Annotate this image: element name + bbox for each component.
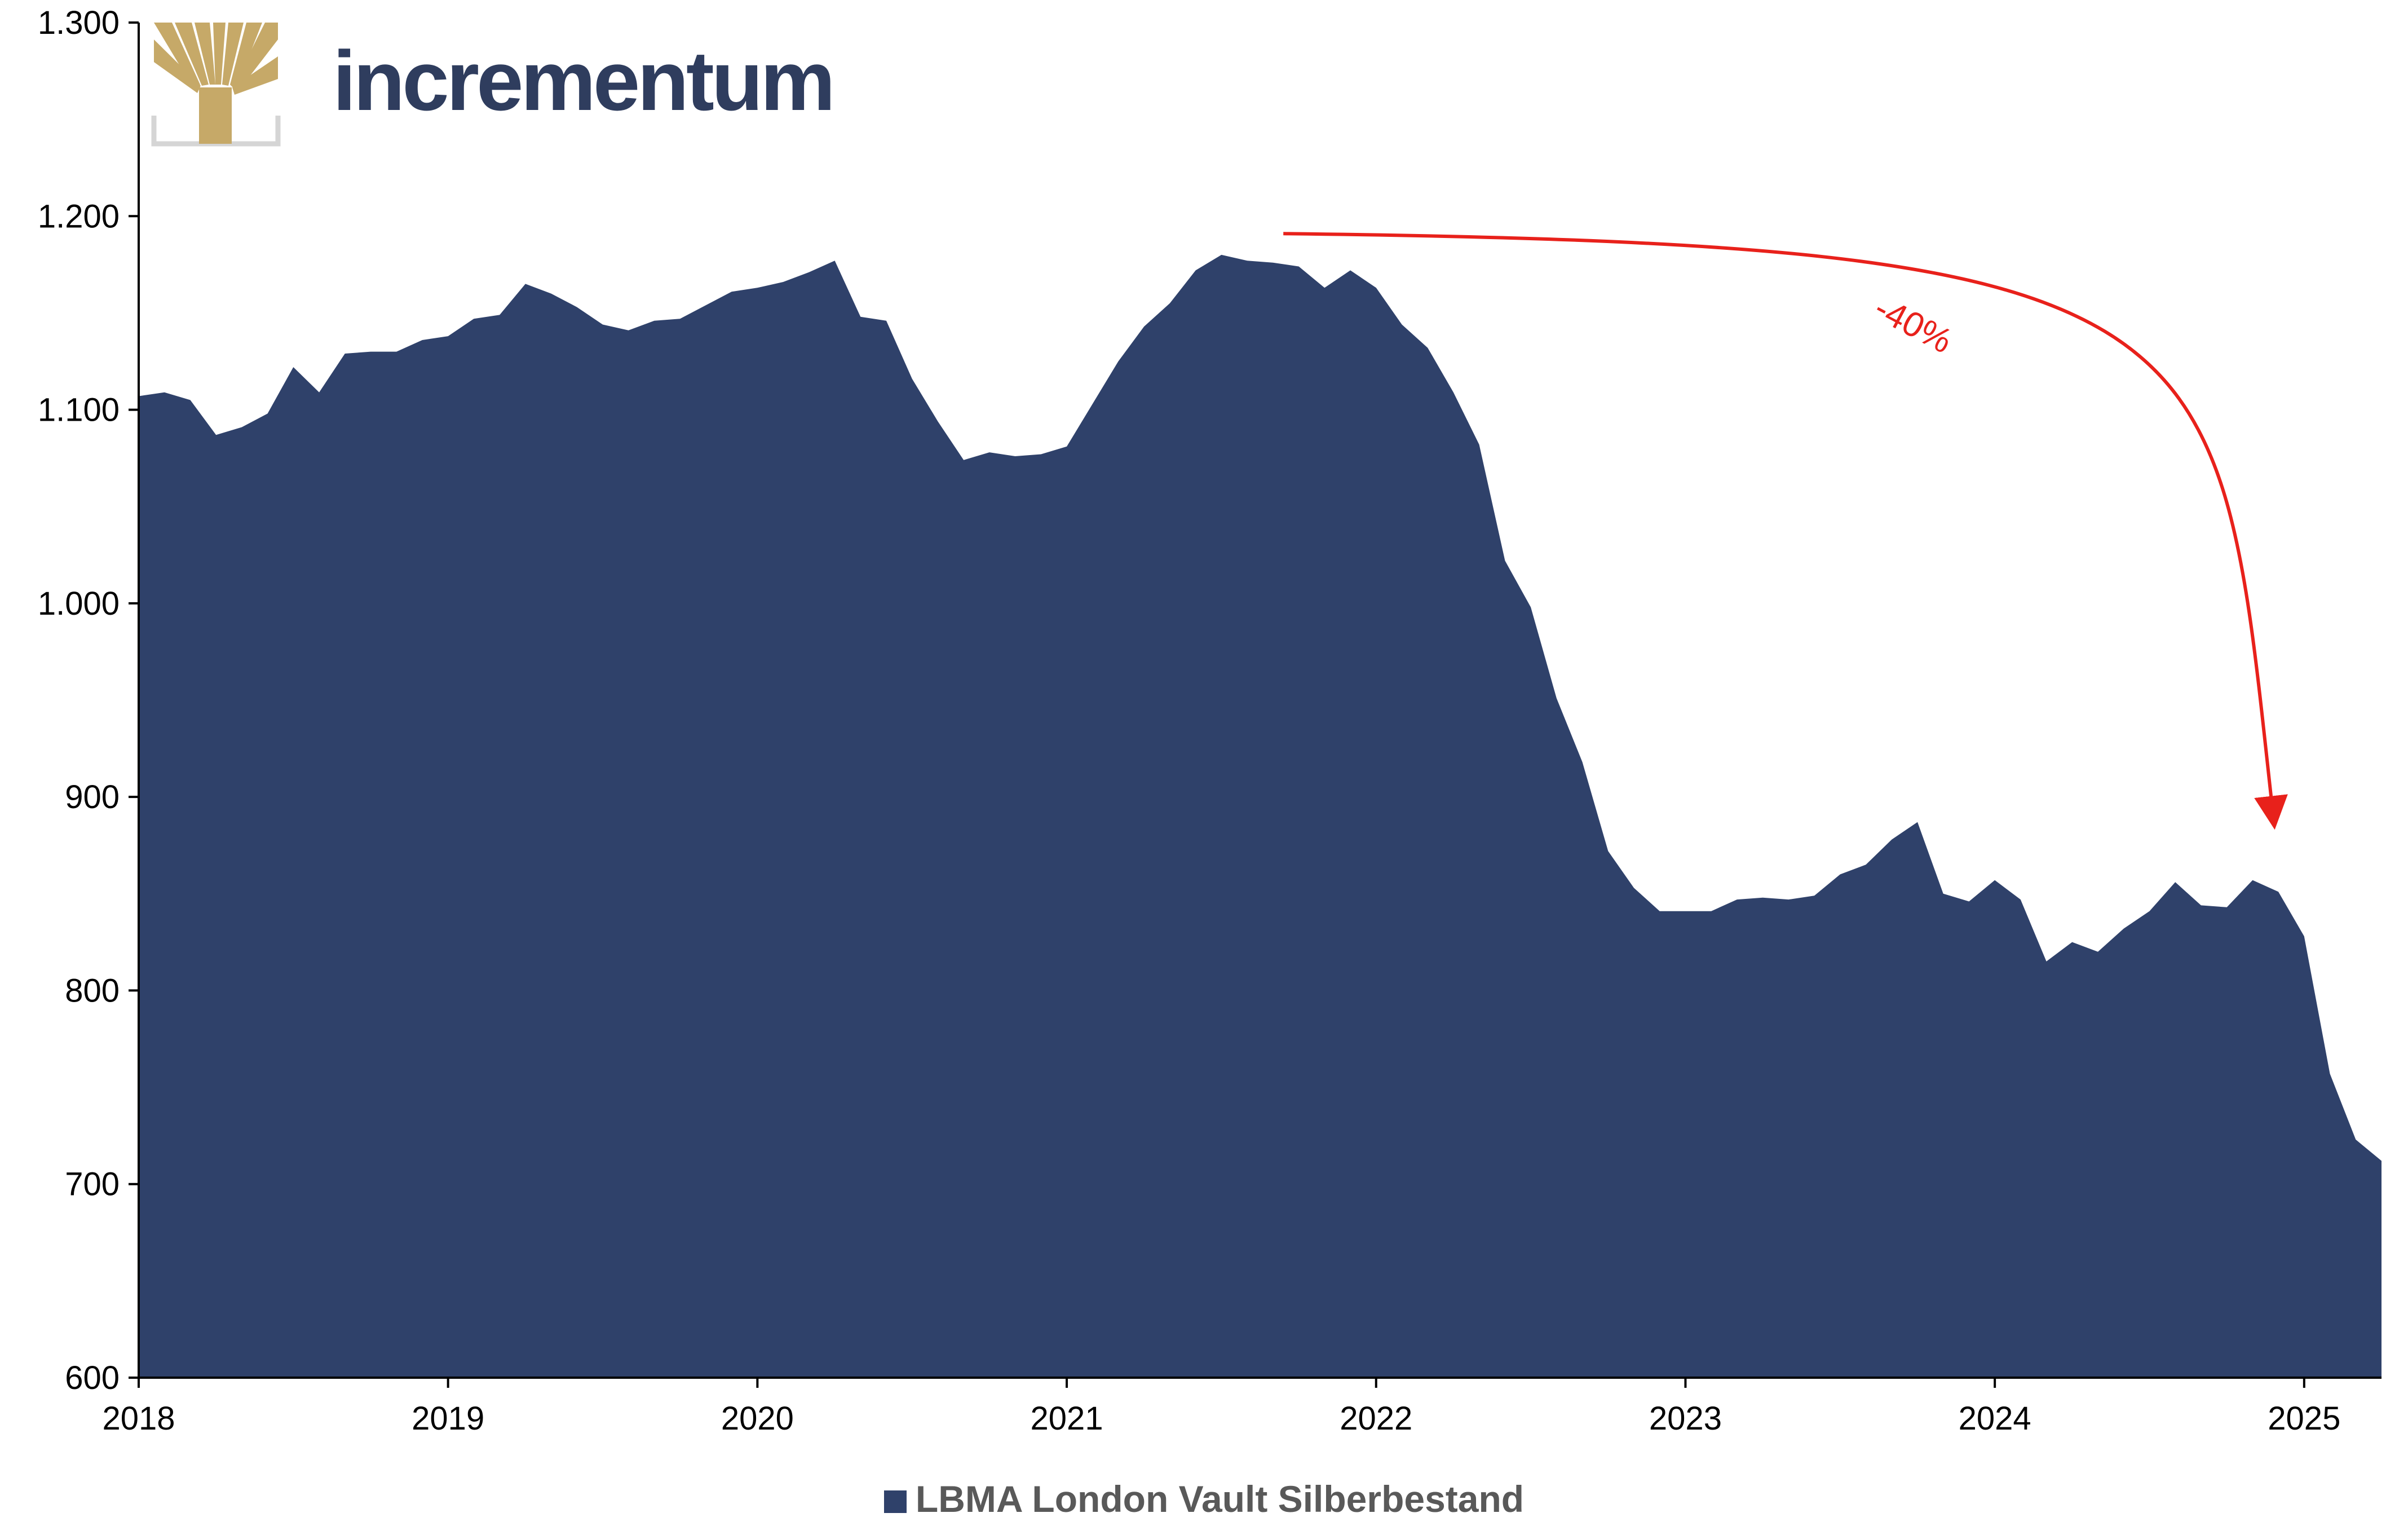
legend: LBMA London Vault Silberbestand: [0, 1477, 2408, 1520]
plot-area: [139, 254, 2382, 1378]
axes: 600 700 800 900 1.000 1.100 1.200 1.300 2018 2019…: [38, 5, 2382, 1437]
decline-label: -40%: [1868, 288, 1958, 361]
x-tick-label: 2018: [102, 1400, 175, 1437]
y-tick-label: 1.100: [38, 392, 120, 429]
x-tick-label: 2019: [412, 1400, 484, 1437]
legend-swatch: [883, 1490, 907, 1513]
y-tick-label: 700: [65, 1166, 120, 1203]
y-tick-label: 900: [65, 779, 120, 815]
x-tick-label: 2024: [1959, 1400, 2031, 1437]
x-tick-label: 2020: [721, 1400, 794, 1437]
x-tick-label: 2023: [1649, 1400, 1722, 1437]
y-tick-label: 600: [65, 1360, 120, 1396]
series-area: [139, 254, 2382, 1378]
x-tick-label: 2021: [1031, 1400, 1103, 1437]
incrementum-logo: incrementum: [151, 23, 836, 147]
decline-arrow: [1283, 232, 2288, 830]
x-tick-label: 2025: [2268, 1400, 2340, 1437]
x-tick-label: 2022: [1340, 1400, 1412, 1437]
y-tick-label: 1.200: [38, 198, 120, 235]
y-tick-label: 1.000: [38, 585, 120, 622]
legend-label: LBMA London Vault Silberbestand: [915, 1478, 1525, 1520]
logo-tree: [154, 23, 278, 144]
brand-name: incrementum: [333, 33, 833, 128]
y-tick-label: 800: [65, 972, 120, 1009]
y-tick-label: 1.300: [38, 5, 120, 41]
